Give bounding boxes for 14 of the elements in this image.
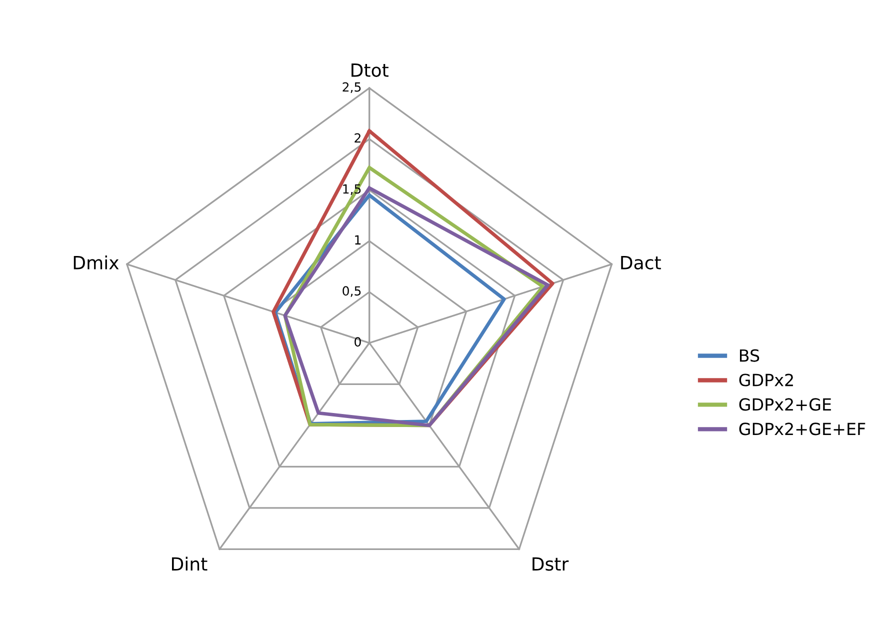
legend-label: BS <box>740 349 760 362</box>
spoke-label: Dint <box>172 556 208 571</box>
y-tick-label: 2,5 <box>342 82 361 94</box>
legend-label: GDPx2 <box>739 374 793 386</box>
spoke-label: Dact <box>621 256 661 270</box>
y-tick-label: 2 <box>354 133 360 143</box>
spoke-label: Dstr <box>532 557 569 571</box>
y-tick-label: 1 <box>355 235 361 244</box>
spoke-label: Dmix <box>74 255 119 270</box>
y-tick-label: 0,5 <box>342 286 361 297</box>
legend-label: GDPx2+GE+EF <box>739 422 866 436</box>
legend-label: GDPx2+GE <box>739 398 831 411</box>
y-tick-label: 0 <box>354 337 361 347</box>
spoke-label: Dtot <box>352 64 388 77</box>
